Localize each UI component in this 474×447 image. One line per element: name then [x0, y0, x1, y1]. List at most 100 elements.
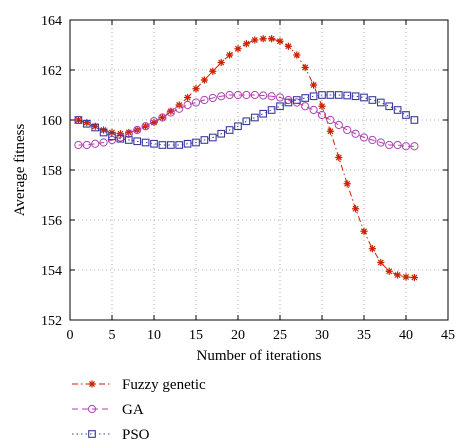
data-point — [251, 36, 259, 44]
x-tick-label: 30 — [315, 328, 329, 343]
data-point — [301, 63, 309, 72]
data-point — [133, 137, 142, 146]
data-point — [267, 92, 276, 101]
data-point — [100, 126, 108, 134]
data-point — [343, 125, 352, 135]
data-point — [208, 93, 217, 103]
data-point — [267, 106, 276, 114]
data-point — [234, 122, 242, 131]
data-point — [284, 42, 292, 50]
y-axis-label: Average fitness — [12, 124, 28, 217]
data-point — [91, 123, 100, 132]
data-point — [242, 117, 251, 126]
series-line — [78, 38, 415, 278]
data-point — [158, 113, 166, 122]
data-point — [225, 126, 234, 134]
legend: Fuzzy genetic GA PSO — [72, 377, 206, 443]
x-tick-label: 10 — [147, 328, 161, 343]
data-point — [158, 141, 167, 149]
data-point — [301, 94, 310, 102]
data-point — [217, 129, 226, 138]
series-fuzzy-genetic — [74, 35, 418, 282]
data-point — [360, 93, 368, 102]
data-point — [133, 125, 142, 135]
data-point — [351, 92, 360, 101]
data-point — [250, 113, 259, 122]
data-point — [158, 113, 167, 122]
data-point — [217, 58, 225, 67]
data-point — [385, 140, 394, 150]
data-point — [125, 128, 133, 137]
data-point — [259, 109, 268, 118]
data-point — [166, 108, 175, 117]
data-point — [74, 116, 83, 124]
x-tick-label: 25 — [273, 328, 287, 343]
data-point — [192, 85, 200, 93]
data-point — [192, 138, 200, 147]
data-point — [82, 119, 91, 128]
data-point — [393, 106, 402, 114]
data-point — [259, 35, 267, 43]
legend-marker — [88, 380, 96, 388]
data-point — [167, 107, 175, 115]
data-point — [268, 35, 276, 43]
data-point — [141, 122, 150, 131]
data-point — [334, 91, 343, 99]
data-point — [234, 45, 242, 53]
data-point — [250, 90, 259, 100]
data-point — [91, 139, 100, 148]
data-point — [91, 122, 99, 130]
data-point — [393, 140, 402, 150]
data-point — [124, 129, 133, 138]
data-point — [242, 40, 250, 48]
series-pso — [74, 91, 419, 149]
data-point — [83, 118, 91, 127]
data-point — [368, 135, 377, 145]
legend-label: PSO — [122, 427, 150, 443]
data-point — [351, 129, 360, 138]
data-point — [385, 267, 393, 275]
data-point — [309, 105, 318, 115]
axis-ticks: 0 5 10 15 20 25 30 35 40 45 152 154 156 158 160 162 164 — [41, 14, 455, 343]
data-point — [335, 153, 343, 162]
y-tick-label: 164 — [41, 14, 62, 29]
legend-entry: Fuzzy genetic — [72, 377, 206, 393]
data-point — [317, 110, 327, 120]
data-point — [359, 133, 369, 142]
data-point — [124, 136, 133, 144]
data-point — [74, 140, 83, 150]
data-point — [108, 132, 116, 141]
legend-marker — [88, 430, 96, 438]
data-point — [410, 273, 418, 282]
data-point — [368, 96, 377, 104]
data-point — [276, 37, 284, 45]
data-point — [150, 139, 158, 148]
data-point — [410, 116, 419, 124]
data-point — [175, 141, 184, 149]
data-point — [326, 127, 334, 135]
data-point — [166, 141, 175, 149]
data-point — [402, 111, 410, 119]
data-point — [191, 98, 201, 107]
data-point — [226, 51, 234, 59]
data-point — [175, 104, 184, 113]
x-tick-label: 15 — [189, 328, 203, 343]
data-point — [275, 93, 285, 102]
data-point — [82, 140, 91, 150]
x-tick-label: 40 — [399, 328, 413, 343]
data-point — [217, 92, 226, 101]
data-point — [233, 90, 243, 100]
y-tick-label: 152 — [41, 314, 62, 329]
legend-label: Fuzzy genetic — [122, 377, 206, 393]
data-point — [259, 91, 268, 100]
data-point — [376, 98, 385, 107]
data-point — [385, 102, 394, 111]
data-point — [200, 136, 209, 144]
data-point — [318, 102, 326, 110]
x-tick-label: 0 — [67, 328, 74, 343]
data-point — [292, 98, 301, 107]
data-point — [200, 95, 209, 105]
data-point — [376, 138, 385, 147]
data-point — [377, 258, 385, 267]
series-ga — [74, 90, 419, 151]
